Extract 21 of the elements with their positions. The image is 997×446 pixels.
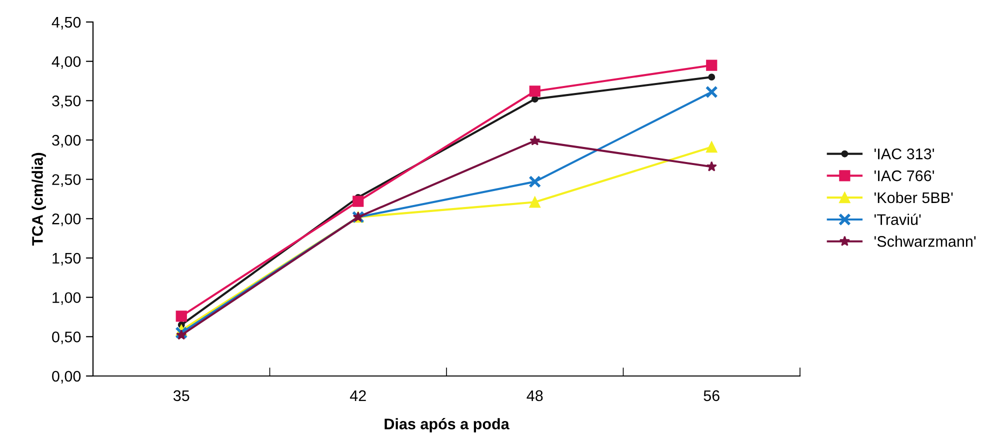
y-tick-label: 3,50 (52, 96, 81, 108)
x-tick-label: 56 (704, 390, 720, 402)
x-tick-label: 35 (173, 390, 190, 402)
y-tick-label: 3,00 (52, 134, 81, 148)
y-tick-label: 2,50 (52, 174, 81, 187)
legend-label: 'Traviú' (874, 214, 921, 225)
x-tick-label: 42 (350, 390, 366, 401)
y-axis-title: TCA (cm/dia) (32, 152, 46, 246)
y-tick-label: 0,50 (52, 332, 81, 344)
y-tick-label: 0,00 (52, 370, 81, 384)
x-tick-label: 48 (526, 390, 543, 402)
y-tick-label: 2,00 (52, 214, 81, 226)
legend-label: 'Kober 5BB' (874, 192, 953, 204)
legend-label: 'Schwarzmann' (874, 236, 976, 247)
y-tick-label: 4,00 (52, 56, 81, 69)
legend-label: 'IAC 313' (874, 148, 934, 160)
y-tick-label: 1,50 (52, 252, 81, 266)
y-tick-label: 1,00 (52, 292, 81, 305)
y-tick-label: 4,50 (52, 16, 81, 30)
x-axis-title: Dias após a poda (384, 418, 510, 432)
legend-label: 'IAC 766' (874, 170, 934, 182)
